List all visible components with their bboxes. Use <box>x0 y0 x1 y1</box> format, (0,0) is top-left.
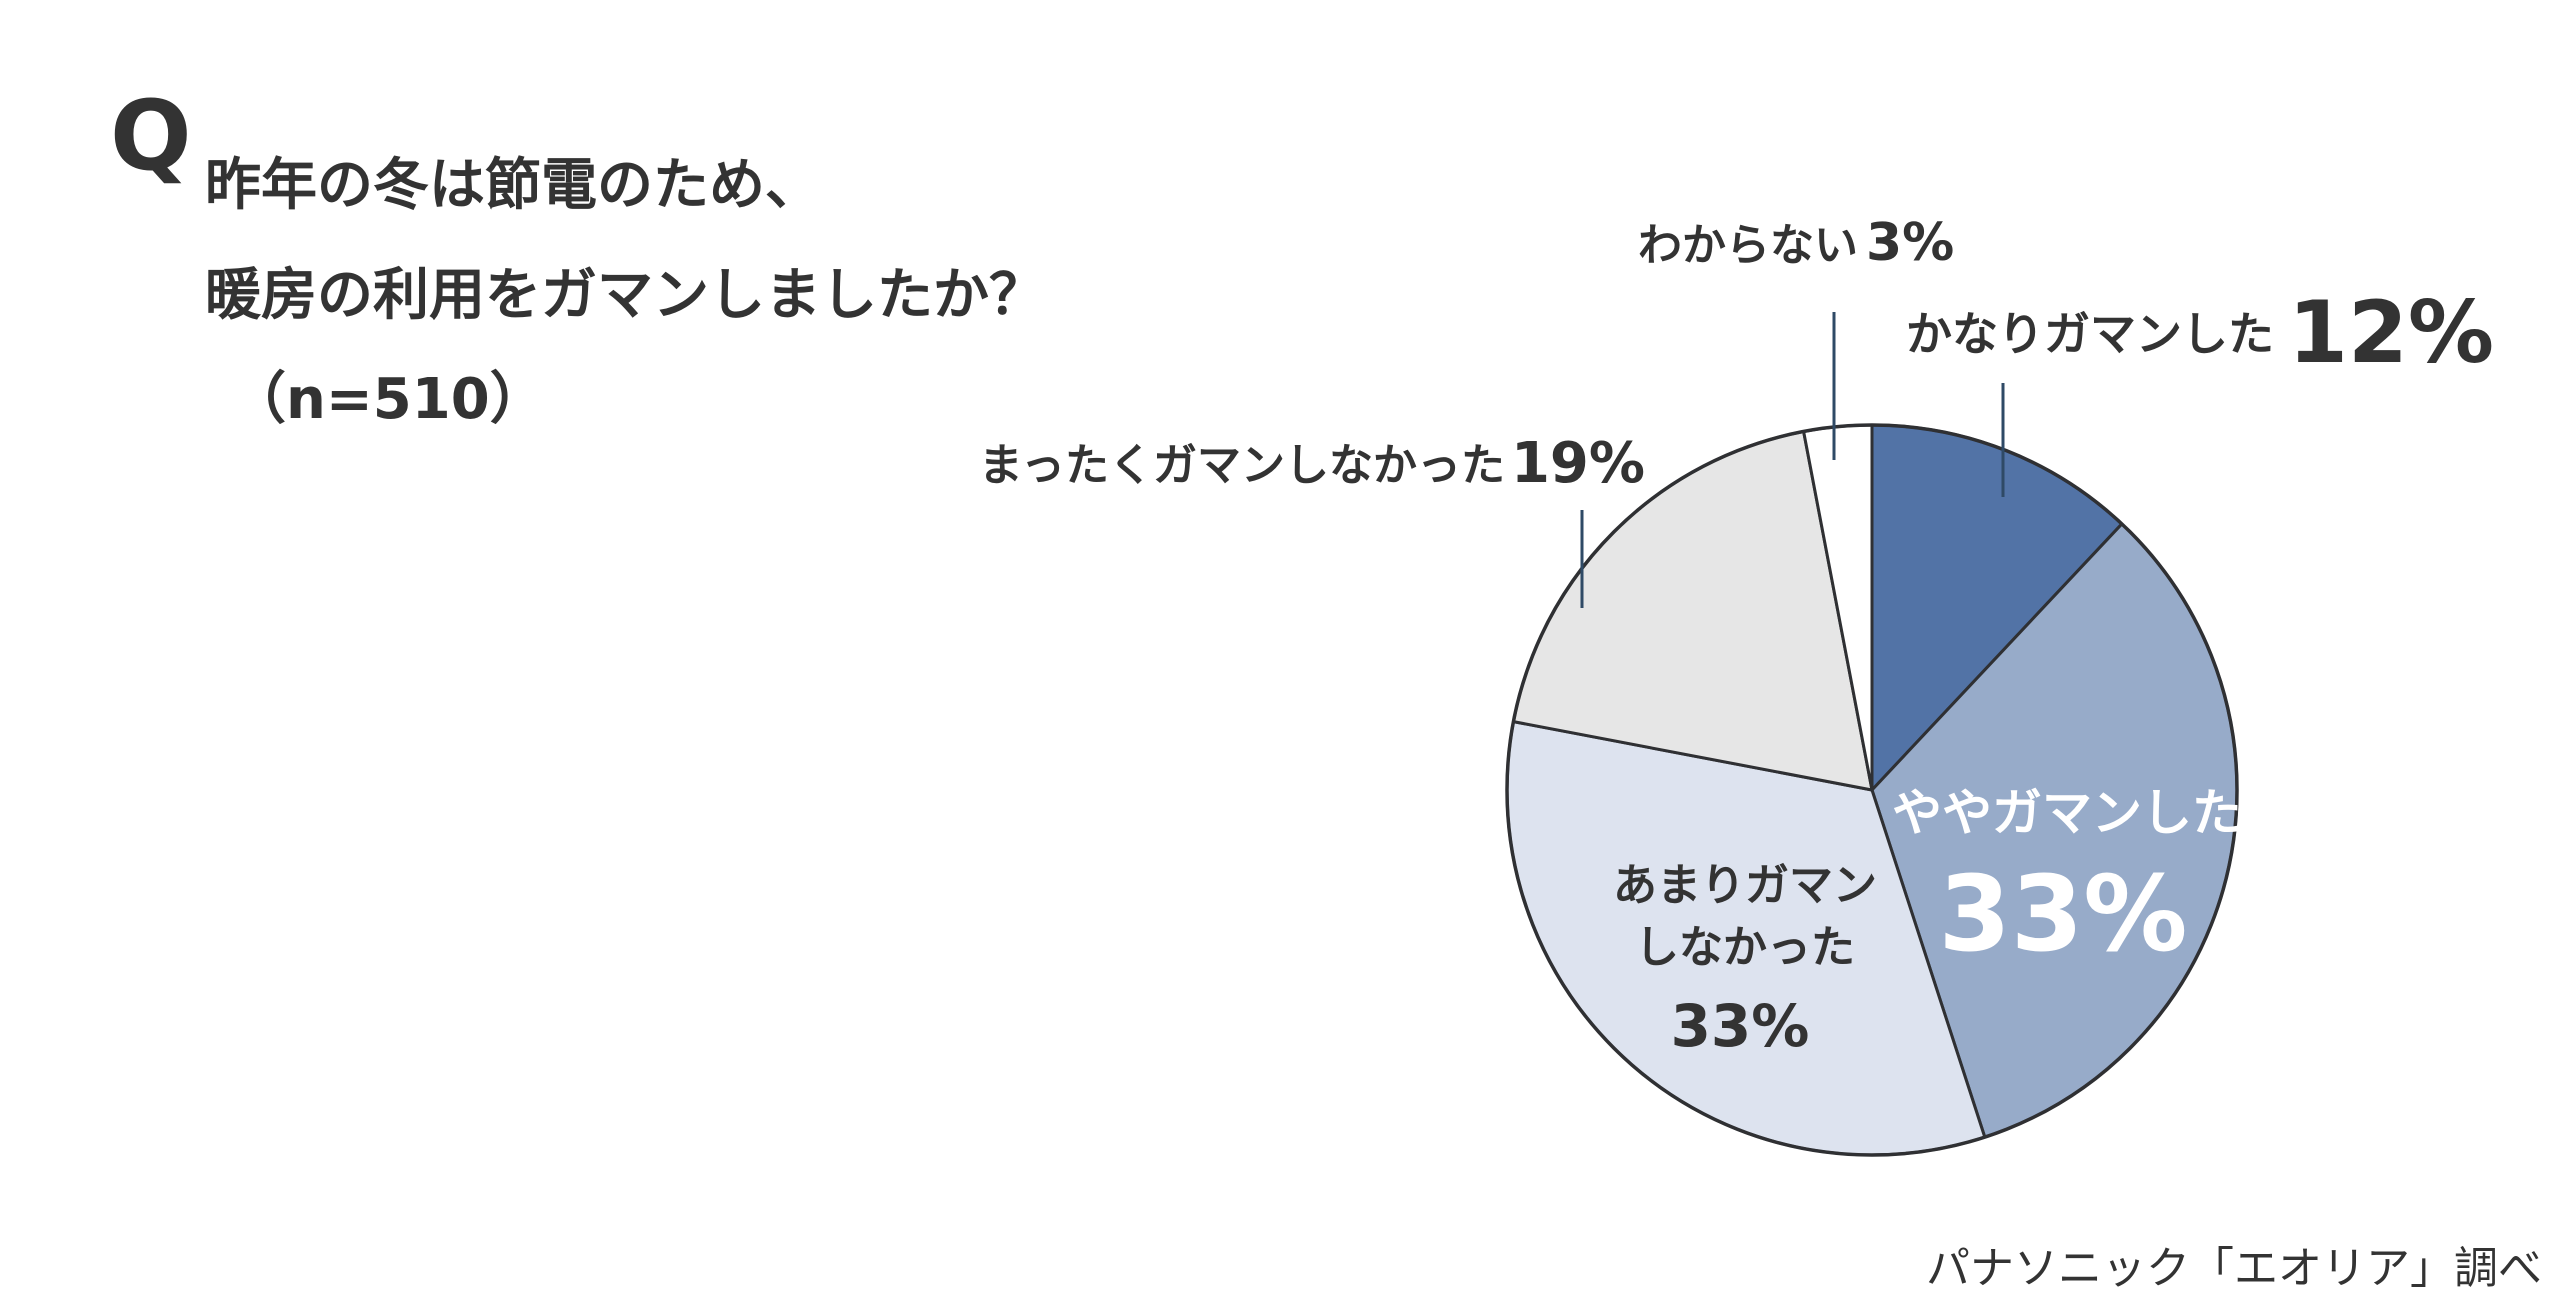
question-mark: Q <box>110 80 192 192</box>
label-amari-line1: あまりガマン <box>1613 860 1877 911</box>
pie-outline <box>1505 423 2239 1157</box>
label-wakaranai: わからない <box>1638 220 1858 271</box>
pie-slices <box>1505 423 2239 1157</box>
label-amari-line2: しなかった <box>1635 922 1855 973</box>
sample-size: （n=510） <box>230 367 546 432</box>
value-wakaranai: 3% <box>1866 213 1954 273</box>
label-mattaku: まったくガマンしなかった <box>979 440 1505 491</box>
value-yaya: 33% <box>1939 853 2188 975</box>
question-line-2: 暖房の利用をガマンしましたか？ <box>205 263 1045 328</box>
value-kanari: 12% <box>2288 283 2494 383</box>
value-mattaku: 19% <box>1511 431 1645 496</box>
label-kanari: かなりガマンした <box>1906 307 2274 361</box>
source-credit: パナソニック「エオリア」調べ <box>1926 1243 2542 1294</box>
question-line-1: 昨年の冬は節電のため、 <box>205 153 821 218</box>
label-yaya: ややガマンした <box>1892 784 2242 842</box>
value-amari: 33% <box>1671 992 1810 1060</box>
